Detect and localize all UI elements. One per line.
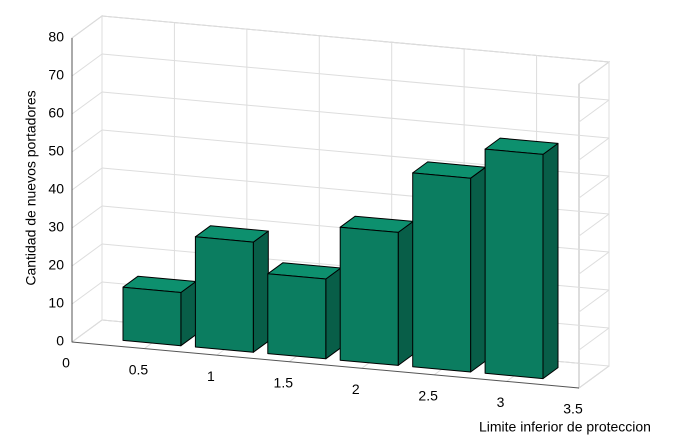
bar — [122, 286, 182, 347]
grid-line — [578, 137, 610, 161]
bar-side — [470, 166, 487, 373]
x-tick-label: 2.5 — [418, 388, 438, 404]
grid-line — [71, 319, 103, 343]
x-tick-label: 2 — [352, 381, 360, 397]
y-tick-label: 30 — [48, 219, 64, 235]
bar — [484, 148, 544, 380]
bar-side — [325, 267, 342, 360]
grid-line — [578, 251, 610, 275]
bar-side — [397, 220, 414, 366]
y-axis-label: Cantidad de nuevos portadores — [23, 90, 39, 285]
grid-line — [71, 129, 103, 153]
grid-line — [71, 243, 103, 267]
grid-line — [71, 167, 103, 191]
x-tick-label: 3 — [497, 394, 505, 410]
grid-line — [71, 15, 103, 39]
x-tick-label: 0 — [62, 355, 70, 371]
bar — [339, 226, 399, 366]
grid-line — [101, 53, 610, 101]
grid-line — [578, 99, 610, 123]
grid-line — [71, 205, 103, 229]
grid-line — [578, 213, 610, 237]
bar-side — [542, 142, 559, 380]
grid-line — [578, 289, 610, 313]
x-tick-label: 0.5 — [129, 361, 149, 377]
x-tick-label: 1 — [207, 368, 215, 384]
grid-line — [71, 281, 103, 305]
grid-line — [71, 53, 103, 77]
x-tick-label: 1.5 — [274, 374, 294, 390]
grid-line — [578, 327, 610, 351]
grid-line — [578, 61, 610, 85]
y-tick-label: 60 — [48, 105, 64, 121]
bar — [194, 236, 254, 353]
grid-line — [578, 365, 610, 389]
bar-side — [252, 230, 269, 353]
y-tick-label: 80 — [48, 29, 64, 45]
y-tick-label: 20 — [48, 257, 64, 273]
y-tick-label: 10 — [48, 295, 64, 311]
grid-line — [578, 175, 610, 199]
bar — [412, 172, 472, 373]
y-tick-label: 50 — [48, 143, 64, 159]
grid-line — [101, 15, 610, 63]
y-tick-label: 0 — [56, 333, 64, 349]
bar — [267, 273, 327, 360]
x-tick-label: 3.5 — [563, 401, 583, 417]
y-tick-label: 70 — [48, 67, 64, 83]
y-tick-label: 40 — [48, 181, 64, 197]
grid-line — [71, 91, 103, 115]
x-axis-label: Limite inferior de proteccion — [479, 419, 651, 435]
grid-line — [101, 91, 610, 139]
axis-line — [71, 341, 580, 389]
